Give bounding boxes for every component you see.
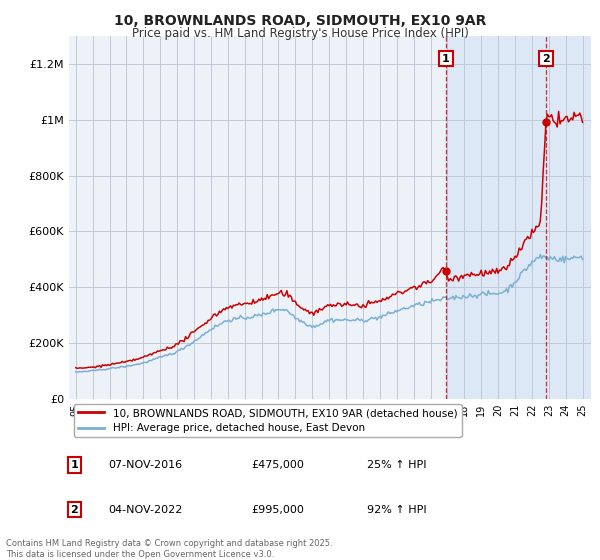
Text: 2: 2 xyxy=(70,505,78,515)
Text: 10, BROWNLANDS ROAD, SIDMOUTH, EX10 9AR: 10, BROWNLANDS ROAD, SIDMOUTH, EX10 9AR xyxy=(114,14,486,28)
Legend: 10, BROWNLANDS ROAD, SIDMOUTH, EX10 9AR (detached house), HPI: Average price, de: 10, BROWNLANDS ROAD, SIDMOUTH, EX10 9AR … xyxy=(74,404,461,437)
Text: 25% ↑ HPI: 25% ↑ HPI xyxy=(367,460,426,470)
Bar xyxy=(446,36,593,399)
Text: 2: 2 xyxy=(542,54,550,64)
Text: 1: 1 xyxy=(442,54,450,64)
Text: 1: 1 xyxy=(70,460,78,470)
Text: Price paid vs. HM Land Registry's House Price Index (HPI): Price paid vs. HM Land Registry's House … xyxy=(131,27,469,40)
Text: 92% ↑ HPI: 92% ↑ HPI xyxy=(367,505,426,515)
Text: Contains HM Land Registry data © Crown copyright and database right 2025.
This d: Contains HM Land Registry data © Crown c… xyxy=(6,539,332,559)
Text: 07-NOV-2016: 07-NOV-2016 xyxy=(108,460,182,470)
Text: 04-NOV-2022: 04-NOV-2022 xyxy=(108,505,182,515)
Text: £475,000: £475,000 xyxy=(252,460,305,470)
Text: £995,000: £995,000 xyxy=(252,505,305,515)
